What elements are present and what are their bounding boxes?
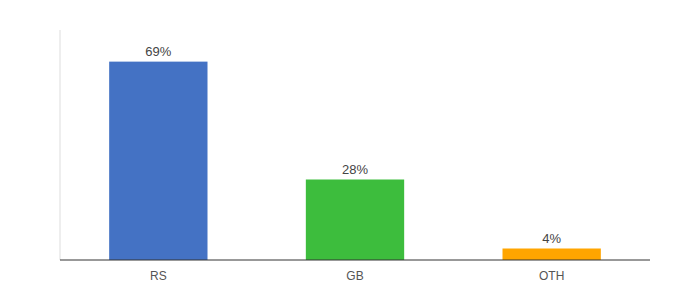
bar [503, 249, 601, 261]
y-range-line [60, 30, 61, 260]
bars [109, 62, 601, 260]
x-tick-labels: RS GB OTH [150, 269, 564, 283]
data-label: 69% [145, 44, 171, 59]
bar [109, 62, 207, 260]
data-labels: 69% 28% 4% [145, 44, 561, 246]
x-tick-label: GB [346, 269, 363, 283]
data-label: 4% [542, 231, 561, 246]
data-label: 28% [342, 162, 368, 177]
x-axis [60, 260, 650, 261]
chart: 69% 28% 4% RS GB OTH [0, 0, 680, 300]
chart-container: 69% 28% 4% RS GB OTH [0, 0, 680, 300]
x-tick-label: OTH [539, 269, 564, 283]
bar [306, 180, 404, 261]
x-tick-label: RS [150, 269, 167, 283]
